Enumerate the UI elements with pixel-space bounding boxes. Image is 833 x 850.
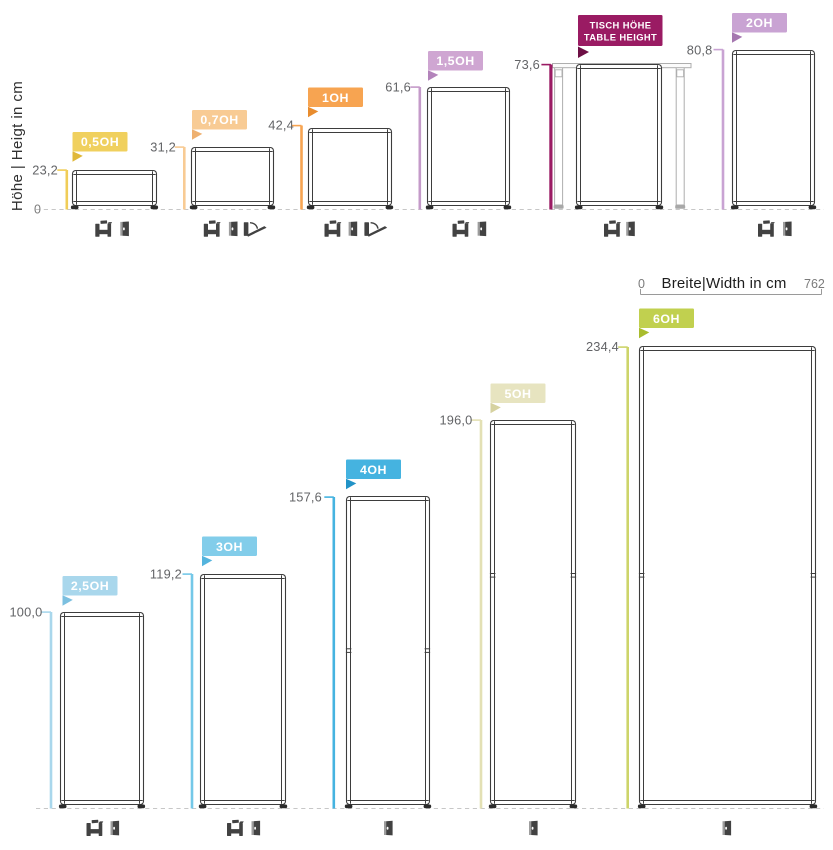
svg-text:2OH: 2OH <box>746 16 773 30</box>
svg-text:23,2: 23,2 <box>32 162 58 177</box>
svg-text:0,5OH: 0,5OH <box>81 135 119 149</box>
svg-text:762: 762 <box>804 277 825 291</box>
svg-text:4OH: 4OH <box>360 463 387 477</box>
svg-text:61,6: 61,6 <box>385 79 411 94</box>
svg-text:234,4: 234,4 <box>586 339 619 354</box>
svg-text:TABLE HEIGHT: TABLE HEIGHT <box>584 32 657 43</box>
svg-text:6OH: 6OH <box>653 312 680 326</box>
svg-text:0,7OH: 0,7OH <box>200 113 238 127</box>
svg-text:2,5OH: 2,5OH <box>71 579 109 593</box>
svg-text:100,0: 100,0 <box>9 604 42 619</box>
svg-text:3OH: 3OH <box>216 540 243 554</box>
svg-text:73,6: 73,6 <box>514 57 540 72</box>
svg-text:196,0: 196,0 <box>439 412 472 427</box>
svg-text:80,8: 80,8 <box>687 42 713 57</box>
svg-text:157,6: 157,6 <box>289 489 322 504</box>
svg-text:Breite|Width in cm: Breite|Width in cm <box>661 275 786 292</box>
svg-text:Höhe | Heigt in cm: Höhe | Heigt in cm <box>9 81 26 211</box>
svg-text:0: 0 <box>638 277 645 291</box>
svg-text:1OH: 1OH <box>322 91 349 105</box>
svg-text:0: 0 <box>34 203 41 217</box>
svg-text:TISCH HÖHE: TISCH HÖHE <box>590 20 652 31</box>
svg-text:42,4: 42,4 <box>268 117 294 132</box>
svg-text:1,5OH: 1,5OH <box>436 54 474 68</box>
svg-text:5OH: 5OH <box>505 387 532 401</box>
svg-text:119,2: 119,2 <box>150 566 182 581</box>
svg-text:31,2: 31,2 <box>150 139 176 154</box>
